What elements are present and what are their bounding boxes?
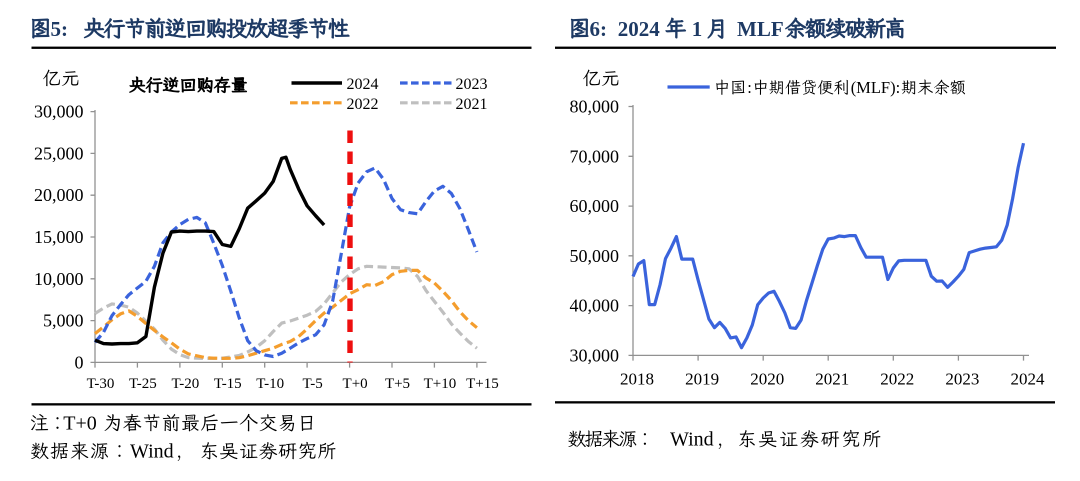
svg-text:2020: 2020 — [750, 370, 784, 389]
svg-text:0: 0 — [75, 352, 84, 372]
svg-text:5,000: 5,000 — [43, 311, 84, 331]
svg-text:10,000: 10,000 — [34, 269, 84, 289]
svg-text:5:: 5: — [51, 17, 69, 41]
svg-text:2023: 2023 — [456, 76, 488, 93]
svg-text:MLF: MLF — [737, 17, 784, 41]
svg-text:2021: 2021 — [815, 370, 849, 389]
svg-text:2018: 2018 — [620, 370, 654, 389]
svg-text:2024: 2024 — [618, 17, 661, 41]
svg-text:T-30: T-30 — [87, 376, 115, 392]
svg-text:T+10: T+10 — [424, 376, 457, 392]
svg-text:1: 1 — [692, 17, 703, 41]
svg-text:6:: 6: — [590, 17, 608, 41]
svg-text:30,000: 30,000 — [34, 102, 84, 122]
svg-text:T+5: T+5 — [385, 376, 410, 392]
svg-text:T-25: T-25 — [129, 376, 157, 392]
svg-text:40,000: 40,000 — [570, 296, 620, 316]
svg-text:25,000: 25,000 — [34, 143, 84, 163]
svg-text:T+15: T+15 — [466, 376, 499, 392]
svg-text:20,000: 20,000 — [34, 185, 84, 205]
svg-text:2021: 2021 — [456, 96, 488, 113]
svg-text:T+0: T+0 — [343, 376, 368, 392]
svg-text::: : — [747, 78, 752, 97]
svg-text:60,000: 60,000 — [570, 196, 620, 216]
svg-text:2022: 2022 — [347, 96, 379, 113]
svg-text:T-15: T-15 — [214, 376, 242, 392]
svg-text:80,000: 80,000 — [570, 97, 620, 117]
svg-text:2023: 2023 — [945, 370, 979, 389]
svg-text:2024: 2024 — [347, 76, 379, 93]
svg-text:T+0: T+0 — [63, 413, 97, 435]
svg-text:(MLF):: (MLF): — [851, 78, 901, 97]
svg-text:T-5: T-5 — [302, 376, 322, 392]
svg-text:2024: 2024 — [1011, 370, 1046, 389]
svg-text:T-10: T-10 — [256, 376, 284, 392]
svg-text:T-20: T-20 — [172, 376, 200, 392]
svg-text:70,000: 70,000 — [570, 146, 620, 166]
svg-text:2019: 2019 — [685, 370, 719, 389]
svg-text:50,000: 50,000 — [570, 246, 620, 266]
svg-text:2022: 2022 — [880, 370, 914, 389]
svg-text:30,000: 30,000 — [570, 345, 620, 365]
svg-text:Wind: Wind — [130, 441, 174, 463]
svg-text:Wind: Wind — [670, 429, 714, 451]
svg-text:15,000: 15,000 — [34, 227, 84, 247]
